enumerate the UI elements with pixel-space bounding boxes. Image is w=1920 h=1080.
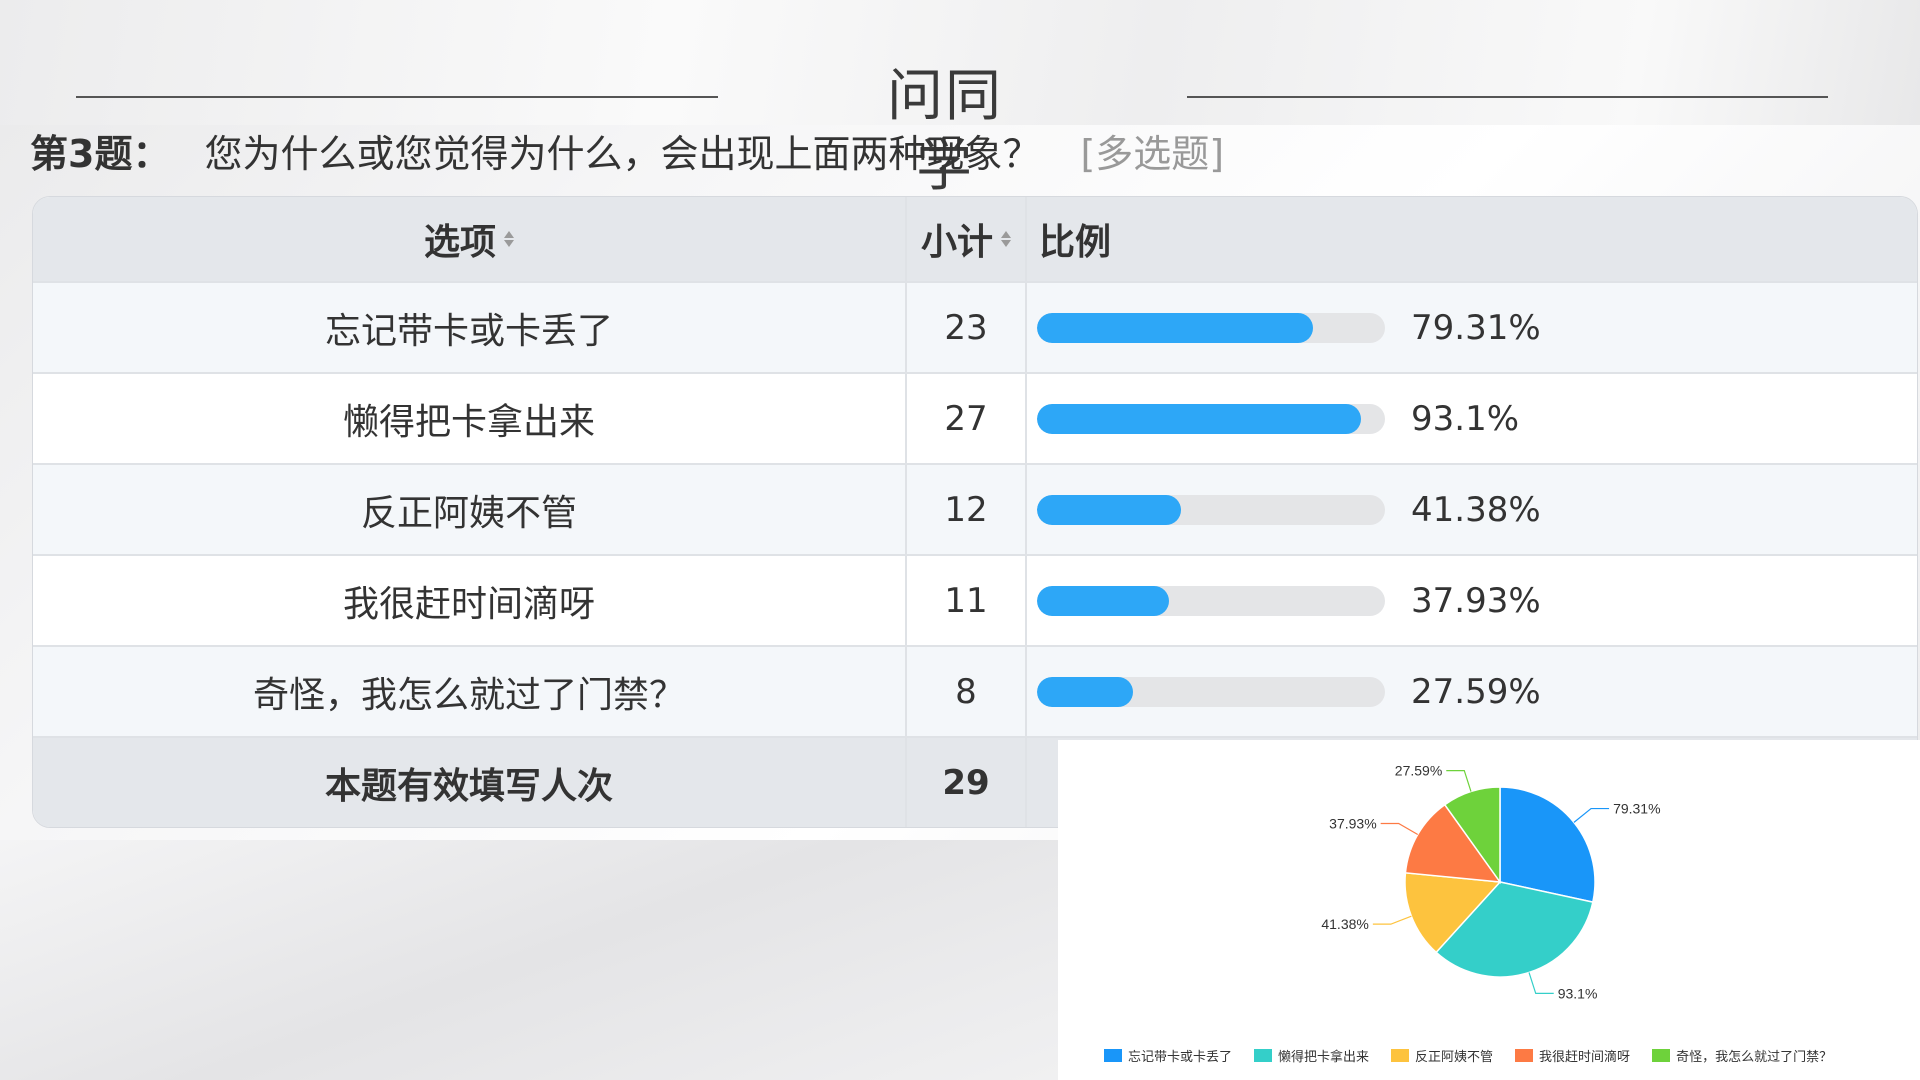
header-option-label: 选项	[423, 222, 496, 263]
legend-swatch	[1515, 1049, 1534, 1062]
ratio-cell: 41.38%	[1027, 465, 1917, 554]
legend-label: 奇怪，我怎么就过了门禁？	[1676, 1050, 1833, 1065]
question-number: 第3题：	[30, 132, 171, 176]
slice-label: 27.59%	[1395, 763, 1442, 779]
legend-swatch	[1391, 1049, 1410, 1062]
table-row: 奇怪，我怎么就过了门禁？ 8 27.59%	[33, 647, 1917, 738]
leader-line	[1372, 915, 1412, 925]
table-row: 我很赶时间滴呀 11 37.93%	[33, 556, 1917, 647]
legend-label: 忘记带卡或卡丢了	[1128, 1050, 1233, 1065]
legend-item[interactable]: 反正阿姨不管	[1391, 1046, 1493, 1065]
percent-label: 27.59%	[1411, 671, 1541, 712]
legend-label: 我很赶时间滴呀	[1539, 1050, 1631, 1065]
option-cell: 懒得把卡拿出来	[33, 374, 907, 463]
count-cell: 11	[907, 556, 1027, 645]
progress-bar	[1037, 676, 1385, 707]
leader-line	[1446, 769, 1472, 792]
sort-icon[interactable]	[1001, 231, 1011, 247]
legend-item[interactable]: 我很赶时间滴呀	[1515, 1046, 1630, 1065]
option-cell: 反正阿姨不管	[33, 465, 907, 554]
legend-label: 反正阿姨不管	[1415, 1050, 1494, 1065]
ratio-cell: 93.1%	[1027, 374, 1917, 463]
pie-slice	[1435, 881, 1594, 978]
percent-label: 37.93%	[1411, 580, 1541, 621]
pie-chart: 79.31% 93.1% 41.38% 37.93% 27.59%	[1321, 763, 1660, 1002]
progress-bar	[1037, 494, 1385, 525]
title-divider-right	[1187, 96, 1828, 98]
header-count[interactable]: 小计	[907, 197, 1027, 281]
progress-bar-fill	[1037, 403, 1361, 434]
option-cell: 忘记带卡或卡丢了	[33, 283, 907, 372]
progress-bar-fill	[1037, 676, 1133, 707]
ratio-cell: 27.59%	[1027, 647, 1917, 736]
title-divider-left	[76, 96, 718, 98]
pie-chart-panel: 79.31% 93.1% 41.38% 37.93% 27.59% 忘记带卡或卡丢了 懒得…	[1058, 740, 1920, 1080]
legend-item[interactable]: 忘记带卡或卡丢了	[1104, 1046, 1232, 1065]
count-cell: 27	[907, 374, 1027, 463]
table-row: 忘记带卡或卡丢了 23 79.31%	[33, 283, 1917, 374]
header-count-label: 小计	[920, 222, 993, 263]
header-ratio-label: 比例	[1039, 222, 1112, 263]
decorative-background	[0, 840, 1058, 1080]
option-cell: 我很赶时间滴呀	[33, 556, 907, 645]
leader-line	[1380, 822, 1419, 836]
legend-label: 懒得把卡拿出来	[1278, 1050, 1370, 1065]
header-option[interactable]: 选项	[33, 197, 907, 281]
count-cell: 23	[907, 283, 1027, 372]
slice-label: 79.31%	[1613, 801, 1660, 817]
table-header-row: 选项 小计 比例	[33, 197, 1917, 283]
slice-label: 41.38%	[1321, 916, 1368, 932]
progress-bar	[1037, 312, 1385, 343]
pie-slice	[1404, 871, 1502, 954]
count-cell: 12	[907, 465, 1027, 554]
percent-label: 93.1%	[1411, 398, 1520, 439]
legend-item[interactable]: 懒得把卡拿出来	[1254, 1046, 1369, 1065]
legend-swatch	[1254, 1049, 1273, 1062]
leader-line	[1528, 972, 1554, 995]
slice-label: 37.93%	[1329, 816, 1376, 832]
header-ratio: 比例	[1027, 197, 1917, 281]
slide-title: 问同学	[887, 64, 1003, 199]
progress-bar-fill	[1037, 312, 1313, 343]
question-type-tag: [多选题]	[1080, 132, 1225, 176]
pie-slice	[1499, 786, 1596, 904]
progress-bar	[1037, 585, 1385, 616]
ratio-cell: 37.93%	[1027, 556, 1917, 645]
pie-slice	[1443, 786, 1501, 885]
legend-swatch	[1652, 1049, 1671, 1062]
legend-swatch	[1104, 1049, 1122, 1062]
header-background	[0, 0, 1920, 125]
count-cell: 8	[907, 647, 1027, 736]
ratio-cell: 79.31%	[1027, 283, 1917, 372]
footer-count: 29	[907, 738, 1027, 827]
leader-line	[1573, 807, 1610, 823]
footer-label: 本题有效填写人次	[33, 738, 907, 827]
results-table: 选项 小计 比例 忘记带卡或卡丢了 23 79.31% 懒得把卡拿出来 27 9…	[32, 196, 1918, 828]
percent-label: 41.38%	[1411, 489, 1541, 530]
legend-item[interactable]: 奇怪，我怎么就过了门禁？	[1652, 1046, 1832, 1065]
pie-slice	[1404, 803, 1502, 883]
chart-legend: 忘记带卡或卡丢了 懒得把卡拿出来 反正阿姨不管 我很赶时间滴呀 奇怪，我怎么就过了门禁？	[1104, 1046, 1854, 1065]
question-line: 第3题： 您为什么或您觉得为什么，会出现上面两种现象？ [多选题]	[30, 132, 1224, 176]
progress-bar	[1037, 403, 1385, 434]
percent-label: 79.31%	[1411, 307, 1541, 348]
slice-label: 93.1%	[1558, 985, 1598, 1001]
table-row: 反正阿姨不管 12 41.38%	[33, 465, 1917, 556]
table-row: 懒得把卡拿出来 27 93.1%	[33, 374, 1917, 465]
progress-bar-fill	[1037, 585, 1169, 616]
question-text: 您为什么或您觉得为什么，会出现上面两种现象？	[204, 132, 1041, 176]
progress-bar-fill	[1037, 494, 1181, 525]
sort-icon[interactable]	[504, 231, 514, 247]
option-cell: 奇怪，我怎么就过了门禁？	[33, 647, 907, 736]
